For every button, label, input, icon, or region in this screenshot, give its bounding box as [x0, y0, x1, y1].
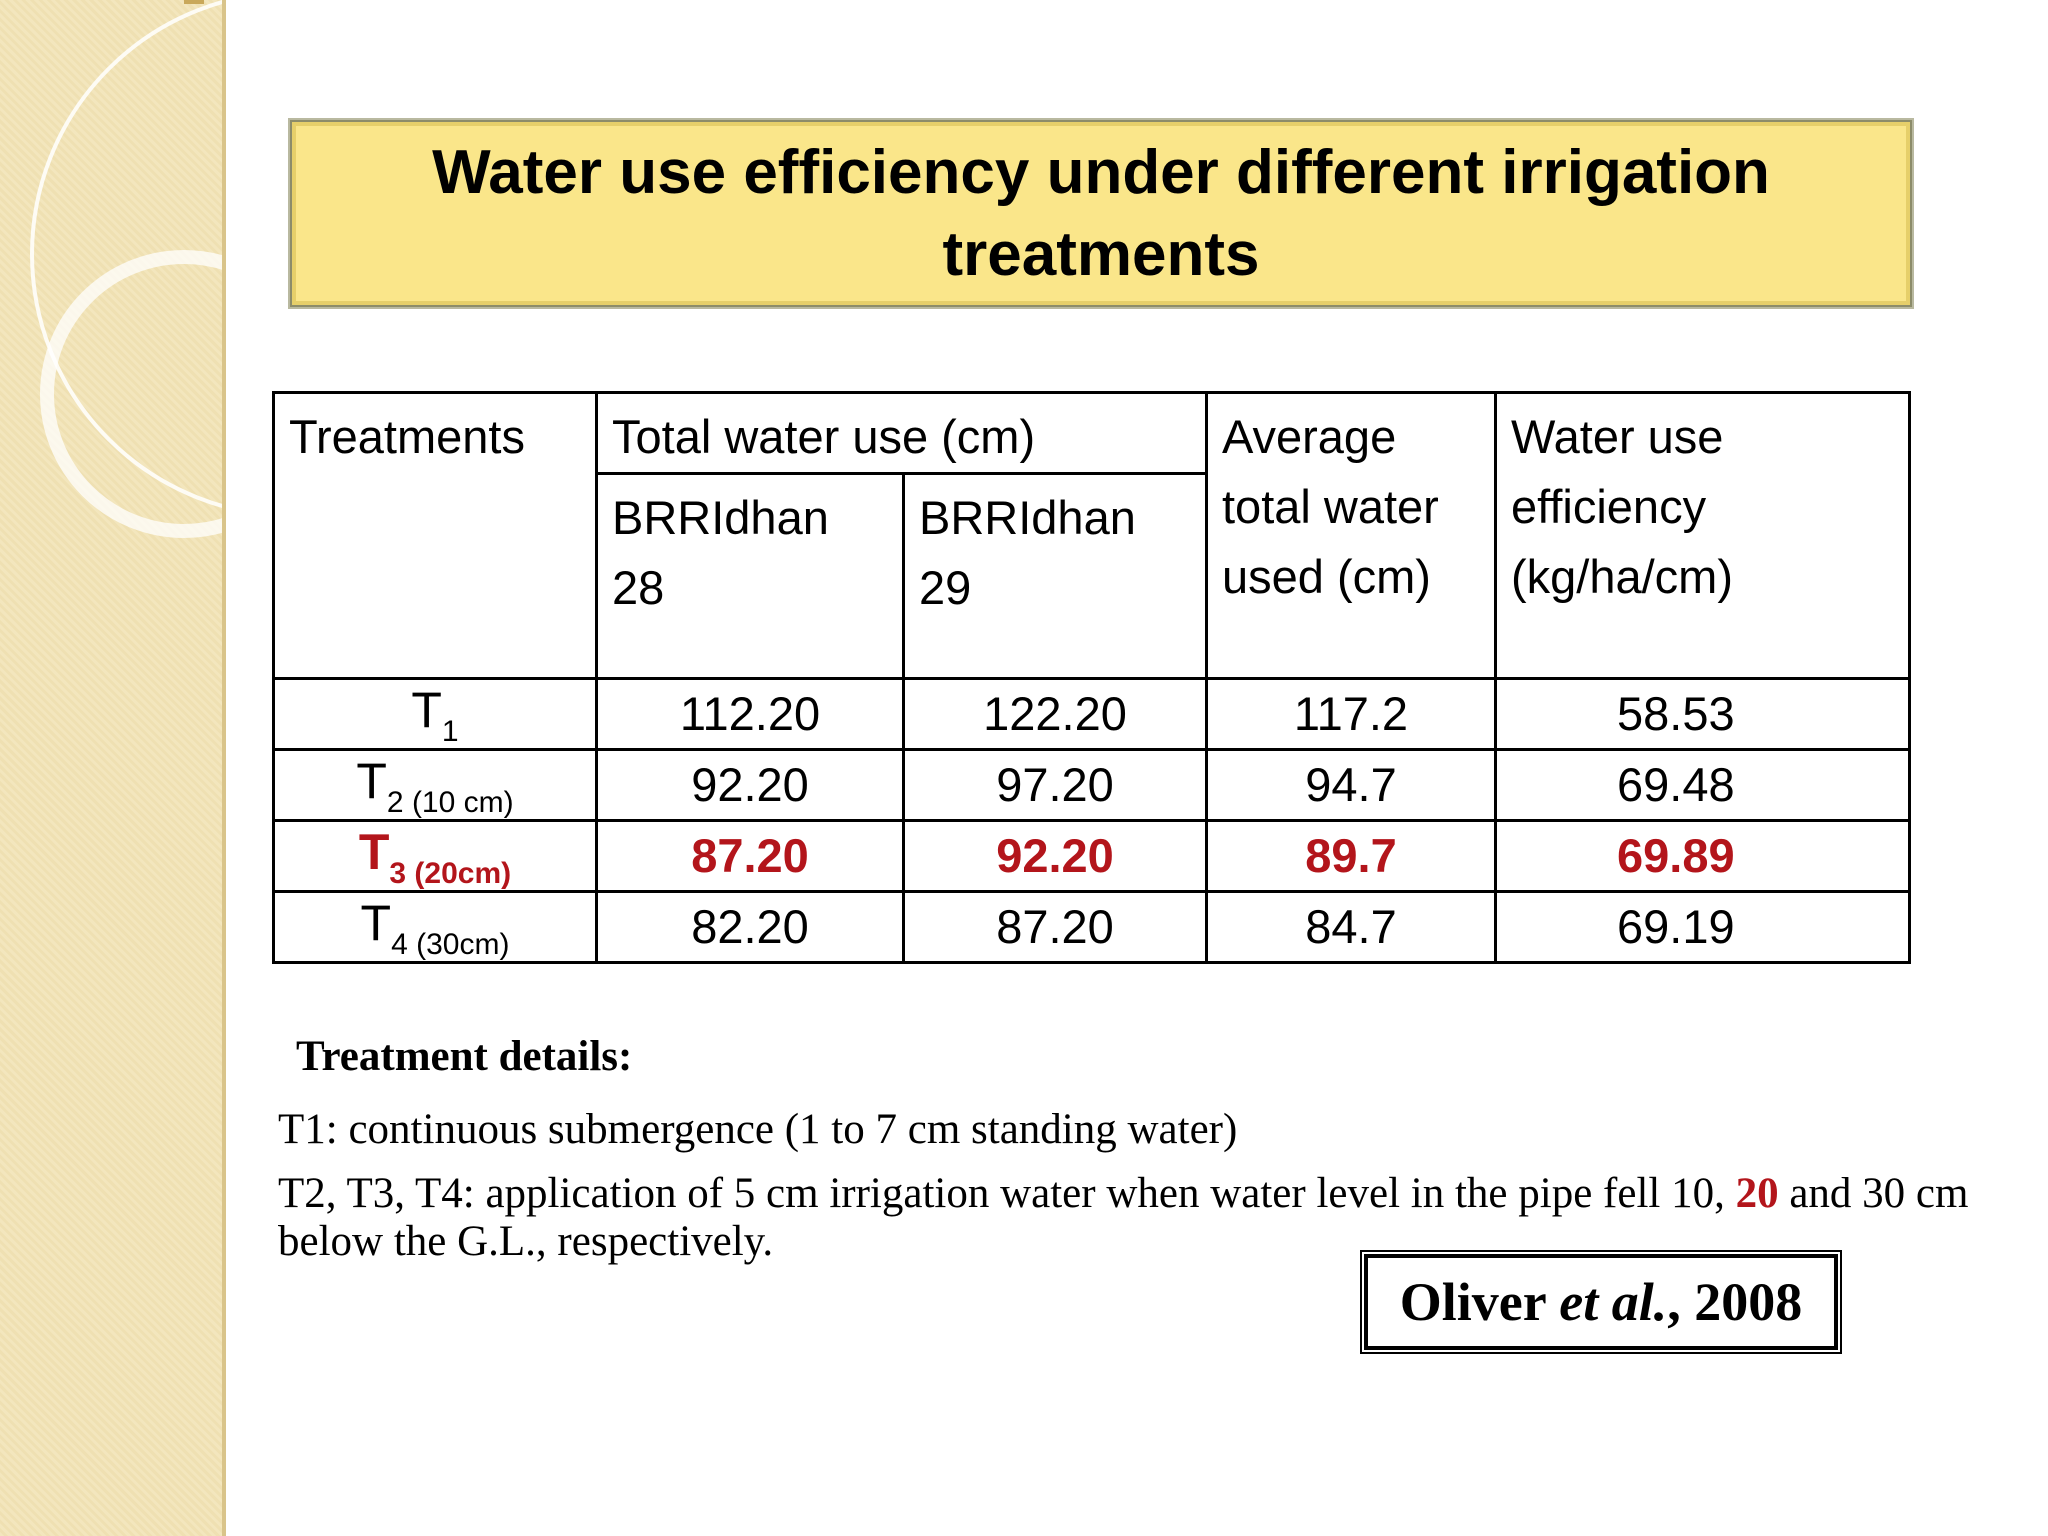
treatment-details-heading: Treatment details: — [296, 1033, 633, 1080]
table-row: T2 (10 cm) 92.20 97.20 94.7 69.48 — [272, 748, 1911, 822]
treatment-cell: T4 (30cm) — [272, 890, 598, 964]
brri29-cell: 122.20 — [902, 677, 1208, 751]
table-row-highlighted: T3 (20cm) 87.20 92.20 89.7 69.89 — [272, 819, 1911, 893]
slide-title: Water use efficiency under different irr… — [432, 137, 1770, 289]
header-average: Average total water used (cm) — [1205, 391, 1497, 680]
brri29-cell: 87.20 — [902, 890, 1208, 964]
table-row: T1 112.20 122.20 117.2 58.53 — [272, 677, 1911, 751]
treatment-cell: T2 (10 cm) — [272, 748, 598, 822]
treatment-detail-t1: T1: continuous submergence (1 to 7 cm st… — [278, 1106, 1238, 1153]
header-wue: Water use efficiency (kg/ha/cm) — [1494, 391, 1911, 680]
brri28-cell: 92.20 — [595, 748, 905, 822]
wue-cell: 58.53 — [1494, 677, 1911, 751]
corner-mark — [184, 0, 204, 4]
table-row: T4 (30cm) 82.20 87.20 84.7 69.19 — [272, 890, 1911, 964]
header-brri29: BRRIdhan 29 — [902, 472, 1208, 680]
average-cell: 117.2 — [1205, 677, 1497, 751]
table-subheader-row: BRRIdhan 28 BRRIdhan 29 — [274, 472, 1910, 680]
header-total-water: Total water use (cm) — [595, 391, 1208, 475]
brri28-cell: 112.20 — [595, 677, 905, 751]
average-cell: 89.7 — [1205, 819, 1497, 893]
average-cell: 94.7 — [1205, 748, 1497, 822]
header-brri28: BRRIdhan 28 — [595, 472, 905, 680]
water-use-table: Treatments Total water use (cm) Average … — [272, 391, 1911, 964]
treatment-detail-t234: T2, T3, T4: application of 5 cm irrigati… — [278, 1170, 1969, 1265]
wue-cell: 69.89 — [1494, 819, 1911, 893]
decorative-side-strip — [0, 0, 226, 1536]
brri29-cell: 97.20 — [902, 748, 1208, 822]
brri29-cell: 92.20 — [902, 819, 1208, 893]
treatment-cell: T3 (20cm) — [272, 819, 598, 893]
citation-box: Oliver et al., 2008 — [1364, 1254, 1838, 1350]
wue-cell: 69.48 — [1494, 748, 1911, 822]
wue-cell: 69.19 — [1494, 890, 1911, 964]
table-header-row: Treatments Total water use (cm) Average … — [272, 391, 1911, 680]
highlight-20: 20 — [1735, 1170, 1779, 1217]
strip-edge — [222, 0, 226, 1536]
treatment-cell: T1 — [272, 677, 598, 751]
slide-title-box: Water use efficiency under different irr… — [290, 120, 1912, 307]
average-cell: 84.7 — [1205, 890, 1497, 964]
brri28-cell: 82.20 — [595, 890, 905, 964]
brri28-cell: 87.20 — [595, 819, 905, 893]
header-treatments: Treatments — [272, 391, 598, 680]
